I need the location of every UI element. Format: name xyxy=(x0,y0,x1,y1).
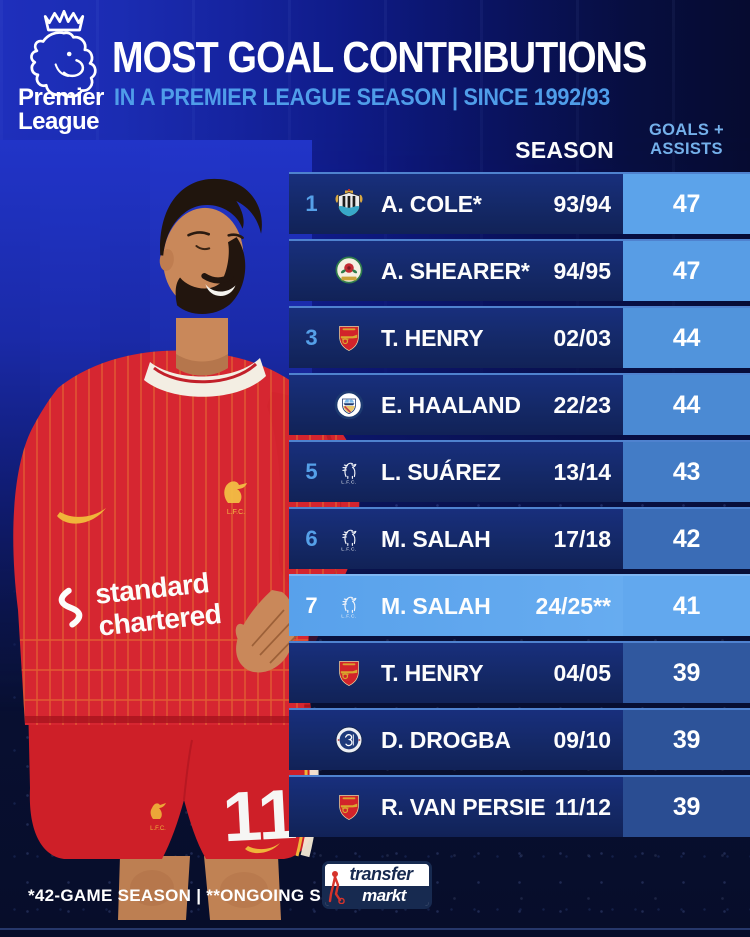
arsenal-crest-icon xyxy=(334,792,364,822)
player-name: M. SALAH xyxy=(381,525,491,552)
table-row-4: E. HAALAND 22/23 44 xyxy=(289,373,750,435)
chelsea-crest-icon xyxy=(334,725,364,755)
table-row-5: 5 L. SUÁREZ 13/14 43 xyxy=(289,440,750,502)
table-row-7-highlighted: 7 M. SALAH 24/25** 41 xyxy=(289,574,750,636)
column-header-goals-assists: GOALS + ASSISTS xyxy=(649,121,724,158)
goals-assists-value: 44 xyxy=(623,308,750,368)
goals-assists-value: 39 xyxy=(623,643,750,703)
table-row-8: T. HENRY 04/05 39 xyxy=(289,641,750,703)
page-title: MOST GOAL CONTRIBUTIONS xyxy=(112,33,647,82)
rank-label: 5 xyxy=(305,459,318,484)
transfermarkt-player-icon xyxy=(328,871,345,904)
nike-swoosh-icon xyxy=(57,508,106,524)
goals-assists-value: 41 xyxy=(623,576,750,636)
table-row-2: A. SHEARER* 94/95 47 xyxy=(289,239,750,301)
wordmark-line2: League xyxy=(18,108,100,135)
jersey-sponsor: standard chartered xyxy=(58,567,223,642)
season-value: 02/03 xyxy=(553,324,611,351)
season-value: 11/12 xyxy=(554,793,611,820)
season-value: 93/94 xyxy=(553,190,611,217)
table-row-6: 6 M. SALAH 17/18 42 xyxy=(289,507,750,569)
player-name: R. VAN PERSIE xyxy=(381,793,546,820)
jersey-liverbird-crest: L.F.C. xyxy=(224,481,247,516)
pitch-edge-line xyxy=(0,928,750,930)
season-value: 13/14 xyxy=(553,458,611,485)
premier-league-lion-icon xyxy=(30,9,97,98)
transfermarkt-logo: transfer markt xyxy=(322,861,432,909)
rank-label: 3 xyxy=(305,325,318,350)
player-name: A. SHEARER* xyxy=(381,257,530,284)
player-name: T. HENRY xyxy=(381,324,484,351)
manchester-city-crest-icon xyxy=(334,390,364,420)
player-photo-mohamed-salah: L.F.C. 11 xyxy=(0,140,360,920)
svg-text:L.F.C.: L.F.C. xyxy=(227,509,245,516)
liverpool-crest-icon xyxy=(334,591,364,621)
goals-assists-value: 43 xyxy=(623,442,750,502)
arsenal-crest-icon xyxy=(334,323,364,353)
table-row-3: 3 T. HENRY 02/03 44 xyxy=(289,306,750,368)
player-name: D. DROGBA xyxy=(381,726,511,753)
transfermarkt-logo-bottom: markt xyxy=(325,886,429,906)
table-row-10: R. VAN PERSIE 11/12 39 xyxy=(289,775,750,837)
rankings-table: 1 A. COLE* 93/94 47 A. SHEARER* 94/95 47… xyxy=(289,172,750,842)
player-name: A. COLE* xyxy=(381,190,482,217)
footnote: *42-GAME SEASON | **ONGOING SEASON xyxy=(28,886,384,905)
column-header-season: SEASON xyxy=(515,137,614,163)
svg-text:L.F.C.: L.F.C. xyxy=(150,826,166,832)
season-value: 24/25** xyxy=(535,592,611,619)
table-row-9: D. DROGBA 09/10 39 xyxy=(289,708,750,770)
transfermarkt-logo-top: transfer xyxy=(325,864,429,886)
liverpool-crest-icon xyxy=(334,457,364,487)
goals-assists-value: 47 xyxy=(623,241,750,301)
season-value: 17/18 xyxy=(553,525,611,552)
player-name: M. SALAH xyxy=(381,592,491,619)
goals-assists-value: 39 xyxy=(623,777,750,837)
goals-assists-value: 44 xyxy=(623,375,750,435)
shorts-liverbird-crest: L.F.C. xyxy=(150,803,166,832)
season-value: 04/05 xyxy=(553,659,611,686)
rank-label: 1 xyxy=(305,191,318,216)
arsenal-crest-icon xyxy=(334,658,364,688)
shorts-number: 11 xyxy=(221,775,299,857)
season-value: 09/10 xyxy=(553,726,611,753)
liverpool-crest-icon xyxy=(334,524,364,554)
player-head xyxy=(159,178,262,315)
season-value: 22/23 xyxy=(553,391,611,418)
table-row-1: 1 A. COLE* 93/94 47 xyxy=(289,172,750,234)
blackburn-rovers-crest-icon xyxy=(334,256,364,286)
page-subtitle: IN A PREMIER LEAGUE SEASON | SINCE 1992/… xyxy=(114,84,611,111)
player-name: E. HAALAND xyxy=(381,391,521,418)
player-name: L. SUÁREZ xyxy=(381,458,501,485)
rank-label: 6 xyxy=(305,526,318,551)
goals-assists-value: 47 xyxy=(623,174,750,234)
premier-league-wordmark: Premier League xyxy=(18,86,128,134)
goals-assists-value: 39 xyxy=(623,710,750,770)
newcastle-united-crest-icon xyxy=(334,189,364,219)
season-value: 94/95 xyxy=(553,257,611,284)
wordmark-line1: Premier xyxy=(18,84,104,111)
player-name: T. HENRY xyxy=(381,659,484,686)
rank-label: 7 xyxy=(305,593,318,618)
goals-assists-value: 42 xyxy=(623,509,750,569)
